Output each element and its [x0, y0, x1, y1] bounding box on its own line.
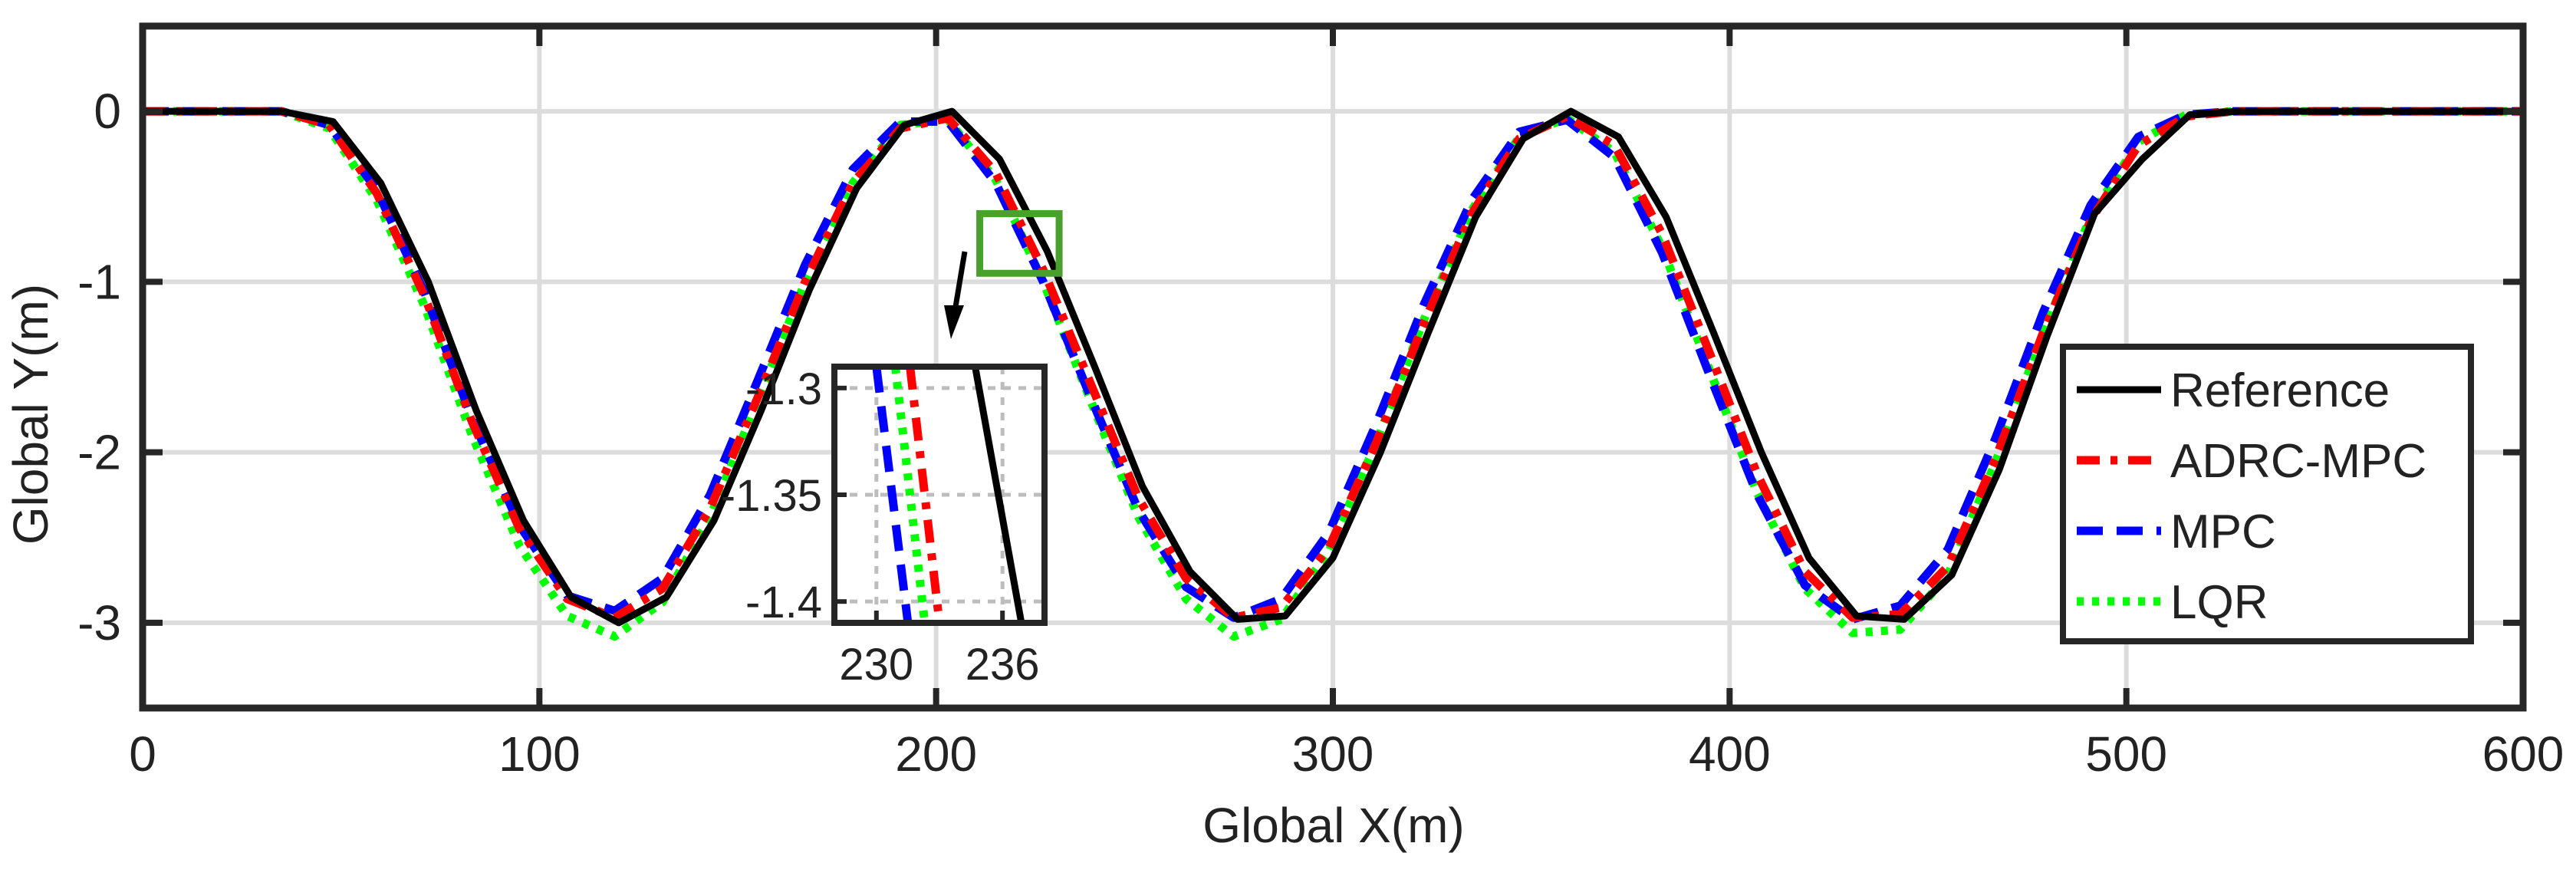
x-tick-label: 200 [895, 726, 977, 782]
series-group [143, 107, 2523, 641]
y-tick-label: -2 [77, 425, 121, 480]
x-tick-label: 500 [2085, 726, 2167, 782]
inset-line-reference [972, 366, 1025, 624]
y-tick-label: -3 [77, 595, 121, 650]
y-tick-label: 0 [94, 84, 121, 139]
y-axis-label: Global Y(m) [3, 284, 58, 545]
zoom-indicator [944, 209, 1063, 339]
inset-x-tick-label: 236 [966, 640, 1040, 690]
y-tick-labels: 0 -1 -2 -3 [77, 84, 121, 650]
x-tick-label: 400 [1689, 726, 1771, 782]
legend-label-mpc: MPC [2170, 506, 2276, 558]
legend: Reference ADRC-MPC MPC LQR [2060, 344, 2474, 644]
inset-line-lqr [890, 366, 929, 624]
inset-y-tick-label: -1.35 [721, 471, 822, 521]
legend-label-lqr: LQR [2170, 576, 2268, 629]
y-tick-label: -1 [77, 254, 121, 309]
tick-marks [140, 26, 2526, 708]
legend-box [2060, 344, 2474, 644]
inset-y-tick-label: -1.4 [745, 578, 822, 627]
series-line-reference [143, 107, 2523, 627]
x-axis-label: Global X(m) [1202, 798, 1464, 853]
x-tick-label: 100 [498, 726, 581, 782]
legend-label-adrc-mpc: ADRC-MPC [2170, 435, 2426, 488]
inset-line-adrc-mpc [906, 366, 944, 624]
zoom-region-box [976, 209, 1063, 277]
x-tick-label: 600 [2482, 726, 2564, 782]
legend-label-reference: Reference [2170, 364, 2390, 417]
inset-plot: -1.3 -1.35 -1.4 230 236 [721, 364, 1048, 690]
x-tick-labels: 0 100 200 300 400 500 600 [129, 726, 2564, 782]
inset-x-tick-label: 230 [839, 640, 913, 690]
x-tick-label: 0 [129, 726, 156, 782]
inset-y-tick-label: -1.3 [745, 364, 822, 414]
x-tick-label: 300 [1292, 726, 1374, 782]
inset-line-mpc [872, 366, 913, 624]
zoom-arrow-head [944, 305, 964, 339]
zoom-arrow-shaft [952, 251, 968, 308]
